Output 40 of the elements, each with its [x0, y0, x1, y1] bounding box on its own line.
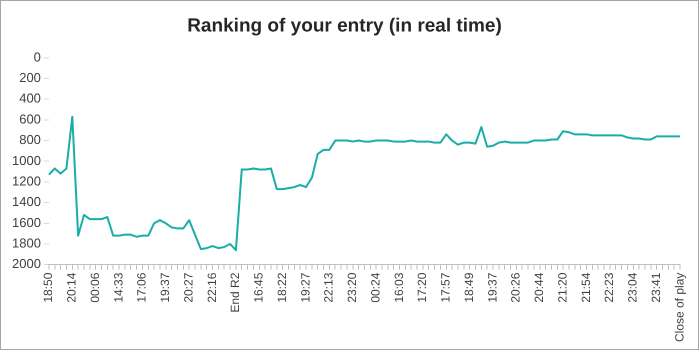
chart-title: Ranking of your entry (in real time) [187, 16, 502, 37]
x-tick-label: 21:20 [555, 272, 570, 303]
x-tick-label: 20:27 [181, 272, 196, 303]
x-tick-label: 17:57 [438, 272, 453, 303]
x-tick-label: Close of play [672, 272, 686, 342]
y-tick-label: 1600 [12, 214, 41, 230]
x-tick-label: 22:13 [322, 272, 336, 303]
x-tick-label: 22:23 [602, 272, 616, 303]
x-tick-label: 19:37 [158, 272, 172, 303]
x-tick-label: 20:26 [508, 272, 523, 303]
x-tick-label: 18:22 [274, 272, 289, 303]
x-tick-label: 17:20 [415, 272, 430, 303]
x-tick-label: End R2 [228, 272, 242, 313]
x-tick-label: 23:20 [345, 272, 360, 303]
y-tick-label: 800 [19, 132, 41, 148]
x-tick-label: 14:33 [111, 272, 126, 303]
y-tick-label: 200 [19, 70, 41, 86]
x-tick-label: 00:24 [368, 272, 382, 303]
x-tick-label: 23:41 [648, 272, 663, 303]
x-tick-label: 18:50 [41, 272, 56, 303]
x-tick-label: 00:06 [88, 272, 102, 303]
x-tick-label: 16:03 [392, 272, 406, 303]
x-tick-label: 21:54 [578, 272, 593, 303]
y-tick-label: 600 [19, 111, 41, 126]
x-tick-label: 19:37 [485, 272, 500, 303]
y-tick-label: 2000 [12, 256, 41, 272]
x-tick-label: 18:49 [462, 272, 476, 303]
y-tick-label: 1400 [12, 194, 41, 210]
x-tick-label: 23:04 [626, 272, 640, 303]
y-tick-label: 1000 [12, 152, 41, 168]
x-tick-label: 16:45 [252, 272, 266, 303]
x-tick-label: 20:14 [64, 272, 79, 303]
x-tick-label: 17:06 [134, 272, 149, 303]
x-tick-label: 22:16 [204, 272, 219, 303]
y-tick-label: 1200 [12, 173, 41, 188]
x-tick-label: 20:44 [532, 272, 546, 303]
y-tick-label: 0 [34, 49, 41, 64]
y-tick-label: 400 [19, 90, 41, 106]
x-tick-label: 19:27 [298, 272, 312, 303]
y-tick-label: 1800 [12, 236, 41, 251]
